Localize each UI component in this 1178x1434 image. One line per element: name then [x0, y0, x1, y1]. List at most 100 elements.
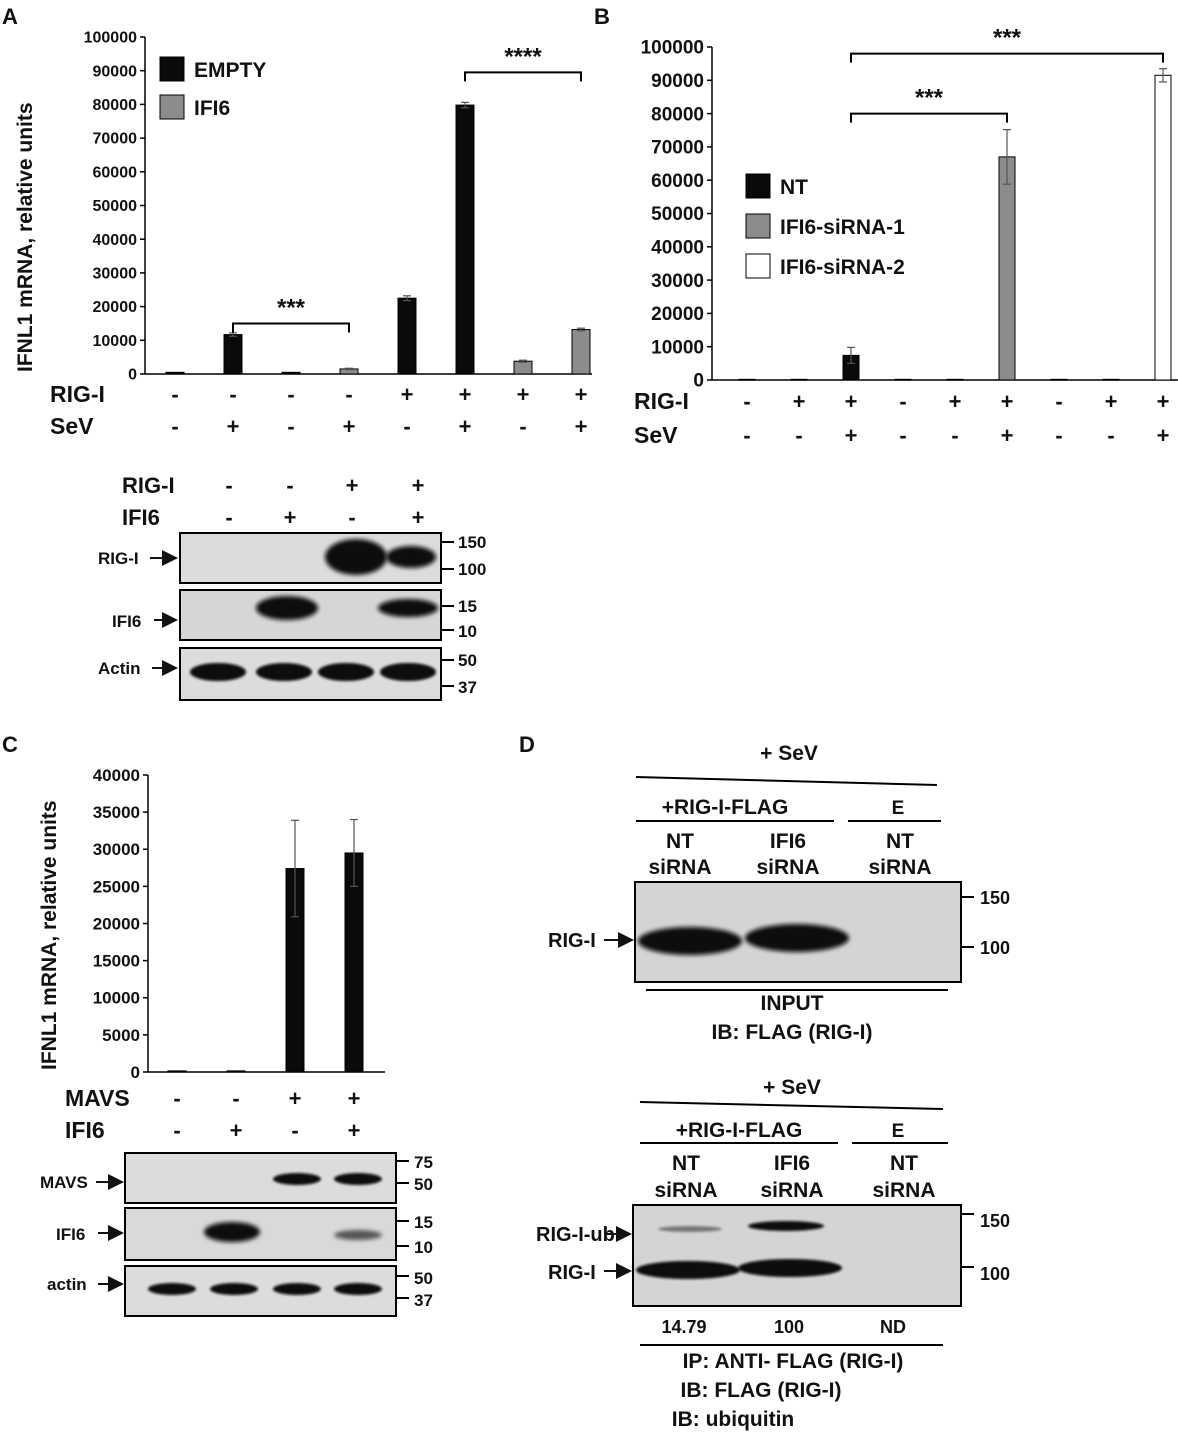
mw-marker: 150 [980, 888, 1010, 908]
condition-label: IFI6 [65, 1117, 105, 1143]
mw-marker: 37 [458, 678, 477, 697]
condition-sign: - [951, 423, 958, 448]
y-tick-label: 100000 [641, 38, 704, 59]
chart-b: 0 10000 20000 30000 40000 50000 60000 70000 8000… [634, 25, 1178, 448]
condition-label: RIG-I [50, 381, 105, 407]
mw-marker: 15 [414, 1213, 433, 1232]
condition-sign: + [412, 505, 425, 530]
y-tick-label: 90000 [651, 71, 704, 92]
blot-band [148, 1283, 196, 1295]
condition-sign: + [1157, 389, 1170, 414]
blot-band [748, 1221, 824, 1231]
mw-marker: 10 [414, 1238, 433, 1257]
mw-marker: 50 [414, 1175, 433, 1194]
bar [167, 1070, 187, 1073]
significance-stars: **** [504, 43, 542, 70]
blot-band [334, 1230, 382, 1240]
blot-a-row-label: RIG-I [98, 549, 139, 568]
lane-label: NT [672, 1152, 700, 1175]
blot-caption: IB: FLAG (RIG-I) [681, 1379, 842, 1402]
y-tick-label: 25000 [93, 877, 140, 896]
condition-sign: - [1107, 423, 1114, 448]
condition-sign: - [225, 505, 232, 530]
legend-swatch [745, 213, 771, 239]
significance-stars: *** [277, 294, 306, 321]
blot-d-bottom-membrane [632, 1204, 962, 1307]
y-tick-label: 30000 [93, 266, 138, 283]
panel-label-b: B [594, 4, 610, 29]
y-tick-label: 30000 [651, 271, 704, 292]
condition-sign: - [171, 382, 178, 407]
condition-sign: + [348, 1118, 361, 1143]
legend-swatch [745, 253, 771, 279]
condition-sign: + [284, 505, 297, 530]
y-tick-label: 90000 [93, 63, 138, 80]
condition-sign: + [845, 389, 858, 414]
condition-sign: + [1001, 389, 1014, 414]
condition-sign: + [227, 414, 240, 439]
mw-marker: 37 [414, 1291, 433, 1310]
y-tick-label: 60000 [651, 171, 704, 192]
lane-label: siRNA [654, 1179, 717, 1202]
lane-label: NT [890, 1152, 918, 1175]
blot-band [256, 663, 312, 681]
bar [226, 1070, 246, 1073]
condition-sign: + [575, 382, 588, 407]
quant-value: 100 [774, 1317, 804, 1337]
mw-marker: 75 [414, 1153, 433, 1172]
condition-sign: - [348, 505, 355, 530]
blot-c: MAVS 75 50 IFI6 15 10 actin 50 37 [40, 1152, 433, 1317]
blot-band [190, 663, 246, 681]
band-label: RIG-I [548, 930, 596, 952]
blot-caption: IB: FLAG (RIG-I) [712, 1021, 873, 1044]
condition-sign: - [291, 1118, 298, 1143]
mw-marker: 100 [458, 560, 486, 579]
blot-band [273, 1173, 321, 1185]
bar [571, 329, 591, 375]
y-tick-label: 80000 [93, 97, 138, 114]
panel-label-a: A [2, 4, 18, 29]
blot-a-cond-label: RIG-I [122, 473, 175, 498]
mw-marker: 50 [414, 1269, 433, 1288]
bar [455, 104, 475, 375]
significance-bracket [232, 322, 350, 333]
y-tick-label: 60000 [93, 164, 138, 181]
significance-stars: *** [915, 85, 944, 112]
condition-sign: - [519, 414, 526, 439]
chart-c: 0 5000 10000 15000 20000 25000 30000 35000 40000… [65, 766, 385, 1143]
condition-sign: - [403, 414, 410, 439]
y-tick-label: 70000 [93, 131, 138, 148]
significance-bracket [850, 52, 1164, 63]
blot-band [636, 1261, 740, 1279]
condition-sign: - [286, 473, 293, 498]
y-tick-label: 20000 [651, 304, 704, 325]
condition-label: SeV [634, 422, 678, 448]
condition-sign: + [346, 473, 359, 498]
condition-sign: + [230, 1118, 243, 1143]
blot-band [386, 546, 436, 568]
bar [738, 378, 756, 381]
lane-label: IFI6 [770, 830, 806, 853]
bar [281, 371, 301, 375]
blot-band [334, 1283, 382, 1295]
group-label: E [892, 798, 905, 819]
group-label: +RIG-I-FLAG [676, 1119, 803, 1142]
y-tick-label: 40000 [93, 766, 140, 785]
bar [998, 156, 1016, 381]
legend-label: IFI6-siRNA-1 [780, 216, 905, 239]
panel-d-bottom: + SeV +RIG-I-FLAG E NT siRNA IFI6 siRNA … [536, 1076, 1010, 1431]
y-tick-label: 0 [128, 367, 137, 384]
y-tick-label: 0 [131, 1063, 140, 1082]
blot-band [273, 1283, 321, 1295]
group-label: E [892, 1121, 905, 1142]
y-tick-label: 40000 [93, 232, 138, 249]
legend-swatch [159, 94, 185, 120]
lane-label: siRNA [760, 1179, 823, 1202]
treatment-label: + SeV [763, 1076, 821, 1099]
condition-sign: - [1055, 389, 1062, 414]
blot-band [658, 1226, 722, 1232]
legend-label: IFI6-siRNA-2 [780, 256, 905, 279]
bar [397, 297, 417, 375]
blot-band [325, 539, 387, 575]
significance-bracket [464, 71, 582, 82]
